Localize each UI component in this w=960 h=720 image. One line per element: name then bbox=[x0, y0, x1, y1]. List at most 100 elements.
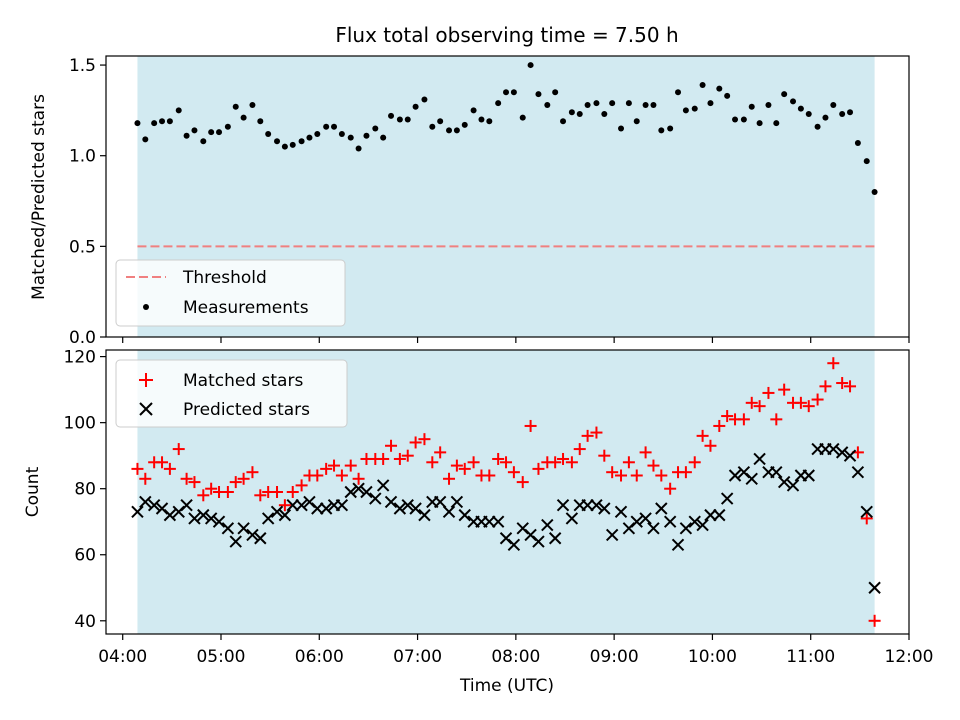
measurement-point bbox=[790, 98, 797, 105]
measurement-point bbox=[274, 138, 281, 145]
predicted-star-point bbox=[458, 508, 471, 522]
count-y-tick-label: 100 bbox=[64, 414, 96, 434]
matched-star-point bbox=[295, 479, 308, 492]
matched-star-point bbox=[581, 429, 594, 442]
matched-star-point bbox=[573, 443, 586, 456]
predicted-star-point bbox=[802, 469, 815, 482]
legend-measurement-swatch bbox=[143, 304, 149, 310]
predicted-star-point bbox=[188, 512, 201, 525]
matched-star-point bbox=[458, 462, 471, 475]
measurement-point bbox=[347, 134, 354, 141]
count-y-ticks: 40 60 80 100 120 bbox=[64, 348, 106, 632]
measurement-point bbox=[847, 109, 854, 116]
matched-star-point bbox=[811, 393, 824, 406]
measurement-point bbox=[854, 140, 861, 147]
measurement-point bbox=[232, 103, 239, 110]
predicted-star-point bbox=[286, 499, 299, 512]
predicted-star-point bbox=[221, 522, 235, 535]
ratio-y-tick-label: 1.0 bbox=[69, 147, 96, 167]
predicted-star-point bbox=[655, 502, 668, 515]
matched-star-point bbox=[802, 400, 815, 413]
predicted-star-point bbox=[139, 495, 152, 509]
measurement-point bbox=[159, 118, 166, 125]
measurement-point bbox=[682, 107, 689, 114]
matched-star-point bbox=[507, 466, 520, 479]
predicted-star-point bbox=[384, 495, 398, 509]
measurement-points bbox=[134, 62, 878, 195]
measurement-point bbox=[552, 89, 559, 96]
predicted-star-point bbox=[541, 518, 554, 532]
predicted-star-point bbox=[433, 495, 447, 509]
predicted-star-point bbox=[344, 485, 357, 499]
measurement-point bbox=[175, 107, 182, 114]
count-x-ticks: 04:00 05:00 06:00 07:00 08:00 09:00 10:00 11:00… bbox=[98, 634, 934, 667]
measurement-point bbox=[805, 111, 812, 118]
measurement-point bbox=[134, 120, 141, 127]
matched-star-point bbox=[745, 396, 758, 409]
matched-star-point bbox=[492, 452, 505, 465]
matched-star-point bbox=[827, 357, 840, 370]
measurement-point bbox=[560, 118, 567, 125]
legend-predicted-label: Predicted stars bbox=[183, 400, 310, 420]
measurement-point bbox=[142, 136, 149, 143]
measurement-point bbox=[495, 100, 502, 107]
predicted-star-point bbox=[204, 512, 218, 525]
measurement-point bbox=[765, 101, 772, 108]
matched-star-point bbox=[188, 476, 201, 489]
predicted-star-point bbox=[581, 499, 594, 512]
matched-star-point bbox=[549, 456, 562, 469]
measurement-point bbox=[568, 109, 575, 116]
measurement-point bbox=[691, 105, 698, 112]
matched-star-point bbox=[320, 462, 333, 475]
matched-star-point bbox=[377, 452, 390, 465]
measurement-point bbox=[503, 89, 510, 96]
matched-star-point bbox=[246, 466, 259, 479]
ratio-y-tick-label: 0.0 bbox=[69, 328, 96, 348]
ratio-panel: 0.0 0.5 1.0 1.5 Matched/Predicted stars Thr… bbox=[29, 55, 910, 348]
measurement-point bbox=[298, 138, 305, 145]
count-plot-frame bbox=[105, 349, 910, 635]
matched-star-point bbox=[819, 380, 832, 393]
measurement-point bbox=[257, 118, 264, 125]
ratio-legend: Threshold Measurements bbox=[115, 259, 346, 327]
predicted-star-point bbox=[663, 515, 677, 528]
measurement-point bbox=[429, 123, 436, 130]
predicted-star-point bbox=[598, 502, 611, 515]
measurement-point bbox=[446, 127, 453, 134]
predicted-star-point bbox=[401, 499, 414, 512]
x-tick-label: 11:00 bbox=[786, 647, 835, 667]
predicted-star-point bbox=[246, 528, 259, 542]
matched-star-point bbox=[443, 472, 456, 485]
ratio-y-tick-label: 1.5 bbox=[69, 56, 96, 76]
measurement-point bbox=[191, 127, 198, 134]
count-points bbox=[131, 357, 881, 627]
matched-star-point bbox=[753, 400, 766, 413]
predicted-star-point bbox=[261, 512, 275, 525]
predicted-star-point bbox=[360, 485, 373, 499]
measurement-point bbox=[453, 127, 460, 134]
measurement-point bbox=[797, 105, 804, 112]
predicted-star-point bbox=[704, 508, 717, 522]
measurement-point bbox=[314, 130, 321, 137]
measurement-point bbox=[756, 120, 763, 127]
x-tick-label: 09:00 bbox=[590, 647, 639, 667]
measurement-point bbox=[478, 116, 485, 123]
measurement-point bbox=[773, 120, 780, 127]
predicted-star-point bbox=[630, 515, 643, 528]
matched-star-point bbox=[696, 429, 709, 442]
legend-matched-label: Matched stars bbox=[183, 371, 303, 391]
predicted-star-point bbox=[860, 505, 873, 519]
measurement-point bbox=[208, 129, 215, 136]
matched-star-point bbox=[237, 472, 250, 485]
predicted-star-point bbox=[491, 515, 505, 528]
matched-star-point bbox=[655, 469, 668, 482]
matched-star-point bbox=[335, 469, 348, 482]
matched-star-point bbox=[500, 456, 513, 469]
measurement-point bbox=[421, 96, 428, 103]
matched-star-point bbox=[679, 466, 692, 479]
matched-star-point bbox=[286, 486, 299, 498]
predicted-star-point bbox=[212, 515, 226, 528]
ratio-plot-frame bbox=[105, 55, 910, 338]
matched-star-point bbox=[713, 419, 726, 432]
matched-star-point bbox=[344, 459, 357, 472]
